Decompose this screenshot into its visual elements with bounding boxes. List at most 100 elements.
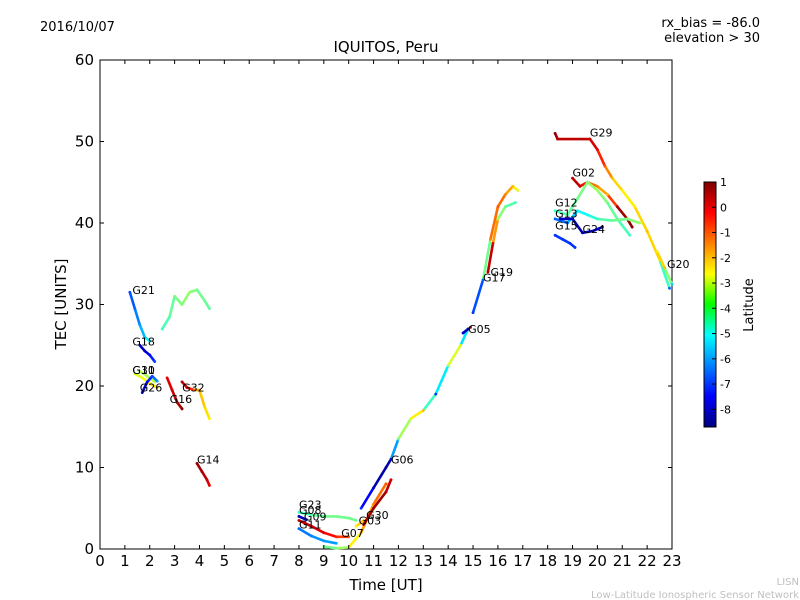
data-point bbox=[620, 189, 624, 192]
data-point bbox=[491, 241, 495, 245]
data-point bbox=[180, 380, 184, 384]
x-tick-label: 9 bbox=[319, 552, 329, 570]
trace-segment bbox=[354, 519, 365, 528]
data-point bbox=[571, 176, 574, 180]
colorbar-tick-label: -2 bbox=[720, 252, 731, 265]
trace-segment bbox=[581, 229, 594, 235]
data-point bbox=[334, 546, 338, 550]
trace-segment bbox=[571, 176, 582, 188]
data-point bbox=[195, 462, 199, 465]
data-point bbox=[384, 490, 388, 494]
data-point bbox=[354, 524, 358, 528]
satellite-label: G09 bbox=[304, 510, 327, 523]
satellite-label: G17 bbox=[483, 272, 506, 285]
data-point bbox=[489, 237, 492, 241]
series-G06 bbox=[359, 327, 470, 510]
x-tick-label: 12 bbox=[389, 552, 408, 570]
series-G17 bbox=[471, 184, 520, 315]
data-point bbox=[322, 515, 326, 518]
data-point bbox=[503, 205, 507, 209]
data-point bbox=[354, 519, 358, 522]
trace-segment bbox=[297, 511, 313, 517]
trace-segment bbox=[140, 380, 149, 394]
trace-segment bbox=[576, 209, 589, 217]
trace-segment bbox=[606, 201, 619, 221]
trace-segment bbox=[297, 519, 313, 528]
series-G09 bbox=[297, 519, 351, 539]
footer-network: Low-Latitude Ionospheric Sensor Network bbox=[591, 590, 799, 600]
trace-segment bbox=[165, 376, 174, 392]
colorbar-tick-label: -5 bbox=[720, 328, 731, 341]
satellite-label: G21 bbox=[132, 284, 155, 297]
series-G21 bbox=[128, 290, 152, 343]
data-point bbox=[625, 217, 629, 221]
trace-segment bbox=[504, 201, 517, 208]
data-point bbox=[384, 466, 388, 469]
series-G11 bbox=[297, 527, 338, 545]
data-point bbox=[359, 506, 363, 510]
x-tick-label: 21 bbox=[613, 552, 632, 570]
trace-segment bbox=[596, 217, 614, 222]
data-point bbox=[668, 286, 671, 290]
data-point bbox=[581, 231, 584, 235]
series-G23 bbox=[297, 510, 358, 522]
data-point bbox=[208, 307, 211, 310]
x-axis-ticks: 0 1 2 3 4 5 6 7 8 9 10 11 12 13 14 15 16 17 18 19 20 21 22 23 bbox=[95, 60, 682, 570]
data-point bbox=[145, 380, 149, 384]
trace-segment bbox=[133, 307, 142, 327]
x-tick-label: 1 bbox=[120, 552, 130, 570]
x-axis-label: Time [UT] bbox=[348, 576, 422, 594]
trace-segment bbox=[140, 376, 152, 385]
data-point bbox=[195, 288, 199, 292]
y-tick-label: 50 bbox=[75, 133, 94, 151]
trace-segment bbox=[173, 295, 184, 306]
data-point bbox=[578, 184, 582, 188]
data-point bbox=[334, 541, 338, 545]
x-tick-label: 19 bbox=[563, 552, 582, 570]
data-point bbox=[347, 516, 351, 520]
data-point bbox=[133, 372, 137, 376]
data-point bbox=[143, 335, 147, 339]
data-point bbox=[188, 290, 191, 294]
data-point bbox=[568, 241, 572, 245]
trace-segment bbox=[471, 278, 485, 314]
trace-segment bbox=[571, 217, 584, 235]
data-point bbox=[359, 531, 363, 535]
trace-segment bbox=[596, 148, 607, 168]
data-point bbox=[486, 270, 490, 274]
trace-segment bbox=[655, 250, 666, 270]
data-point bbox=[615, 205, 619, 209]
plot-area bbox=[99, 59, 673, 550]
data-point bbox=[558, 217, 562, 221]
trace-segment bbox=[128, 290, 137, 310]
series-G32 bbox=[180, 380, 211, 420]
satellite-label: G16 bbox=[170, 393, 193, 406]
series-G14 bbox=[195, 462, 211, 487]
data-point bbox=[663, 266, 666, 270]
data-point bbox=[148, 382, 152, 385]
series-G13 bbox=[553, 209, 642, 225]
data-point bbox=[309, 524, 313, 528]
colorbar-ticks: 1 0 -1 -2 -3 -4 -5 -6 -7 -8 bbox=[712, 176, 731, 416]
trace-segment bbox=[362, 506, 375, 526]
data-point bbox=[556, 137, 559, 141]
data-point bbox=[347, 535, 351, 539]
data-point bbox=[138, 343, 142, 347]
data-point bbox=[148, 339, 152, 343]
satellite-label: G24 bbox=[582, 223, 605, 236]
y-tick-label: 10 bbox=[75, 459, 94, 477]
data-point bbox=[297, 519, 301, 522]
data-point bbox=[469, 325, 472, 329]
satellite-label: G20 bbox=[667, 258, 690, 271]
data-point bbox=[511, 184, 515, 188]
series-G19 bbox=[486, 201, 517, 274]
data-point bbox=[138, 323, 142, 327]
colorbar-tick-label: 1 bbox=[720, 176, 727, 189]
data-point bbox=[553, 233, 557, 237]
data-point bbox=[553, 131, 557, 135]
trace-segment bbox=[588, 137, 599, 151]
data-point bbox=[309, 513, 313, 517]
x-tick-label: 5 bbox=[220, 552, 230, 570]
data-point bbox=[322, 539, 326, 543]
data-point bbox=[180, 303, 184, 306]
